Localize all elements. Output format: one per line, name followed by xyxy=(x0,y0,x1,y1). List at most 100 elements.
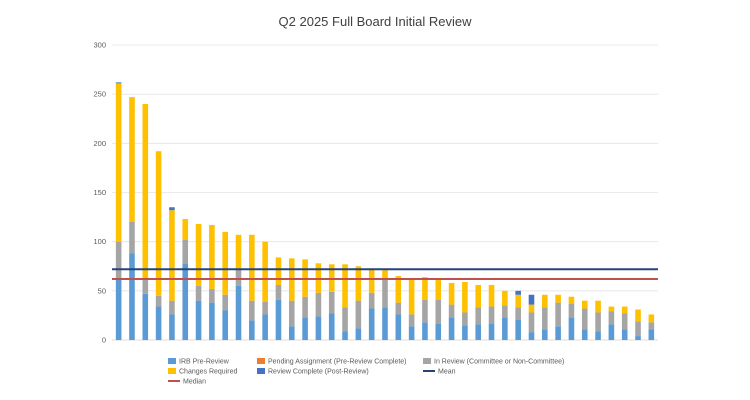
bar-segment-changes-required xyxy=(502,291,508,306)
y-axis: 0 50 100 150 200 250 300 xyxy=(93,41,106,345)
y-tick-label: 250 xyxy=(93,90,106,99)
bar-segment-irb-pre-review xyxy=(396,314,402,340)
bar-segment-in-review xyxy=(502,306,508,318)
bar-segment-irb-pre-review xyxy=(609,324,615,340)
bar-segment-irb-pre-review xyxy=(435,323,441,340)
bar-stack xyxy=(169,207,175,340)
bar-segment-changes-required xyxy=(649,314,655,322)
bar-segment-in-review xyxy=(209,289,215,303)
bar-segment-in-review xyxy=(316,293,322,317)
bar-segment-changes-required xyxy=(276,257,282,285)
bar-segment-irb-pre-review xyxy=(475,324,481,340)
bar-segment-changes-required xyxy=(262,242,268,302)
bar-segment-in-review xyxy=(462,312,468,325)
bar-segment-irb-pre-review xyxy=(116,279,122,340)
bar-segment-changes-required xyxy=(222,232,228,295)
bar-stack xyxy=(649,314,655,340)
legend-swatch xyxy=(257,368,265,374)
bar-stack xyxy=(409,280,415,340)
bar-stack xyxy=(529,295,535,340)
bar-segment-irb-pre-review xyxy=(502,317,508,340)
bar-stack xyxy=(289,258,295,340)
bar-segment-irb-pre-review xyxy=(449,317,455,340)
bar-segment-in-review xyxy=(196,286,202,301)
bar-segment-changes-required xyxy=(396,276,402,303)
bar-segment-changes-required xyxy=(555,295,561,303)
bar-stack xyxy=(622,307,628,340)
bar-segment-irb-pre-review xyxy=(142,294,148,340)
bar-stack xyxy=(316,263,322,340)
legend-label: Median xyxy=(183,379,206,386)
y-tick-label: 50 xyxy=(98,286,106,295)
y-tick-label: 300 xyxy=(93,41,106,50)
bar-segment-irb-pre-review xyxy=(276,300,282,340)
y-tick-label: 0 xyxy=(102,336,106,345)
bar-stack xyxy=(396,276,402,340)
legend-item: Changes Required xyxy=(168,368,237,376)
bar-stack xyxy=(249,235,255,340)
bar-segment-review-complete xyxy=(169,207,175,210)
bar-stack xyxy=(382,270,388,340)
bar-segment-irb-pre-review xyxy=(542,329,548,340)
bar-stack xyxy=(422,277,428,340)
bar-segment-changes-required xyxy=(196,224,202,286)
bar-stack xyxy=(116,82,122,340)
bar-segment-irb-pre-review xyxy=(635,336,641,340)
bar-segment-irb-pre-review xyxy=(569,317,575,340)
bar-segment-in-review xyxy=(142,279,148,294)
legend-swatch xyxy=(168,358,176,364)
bar-segment-irb-pre-review xyxy=(382,308,388,340)
bar-segment-changes-required xyxy=(542,295,548,308)
bar-segment-changes-required xyxy=(356,266,362,300)
bar-segment-irb-pre-review xyxy=(622,329,628,340)
bar-segment-in-review xyxy=(116,242,122,279)
bar-segment-irb-pre-review xyxy=(222,311,228,341)
legend-label: IRB Pre-Review xyxy=(179,359,230,366)
bar-segment-changes-required xyxy=(582,301,588,309)
bar-segment-in-review xyxy=(422,300,428,323)
bar-segment-changes-required xyxy=(635,310,641,322)
bar-segment-changes-required xyxy=(595,301,601,313)
bar-segment-changes-required xyxy=(249,235,255,301)
bar-segment-changes-required xyxy=(236,235,242,268)
bar-segment-irb-pre-review xyxy=(409,326,415,340)
bar-stack xyxy=(236,235,242,340)
bar-segment-changes-required xyxy=(156,151,162,296)
bar-segment-in-review xyxy=(289,301,295,327)
bar-segment-in-review xyxy=(409,314,415,326)
legend-item: IRB Pre-Review xyxy=(168,358,230,366)
legend-item: Mean xyxy=(423,369,456,376)
bar-stack xyxy=(196,224,202,340)
bar-segment-changes-required xyxy=(422,277,428,300)
legend-item: In Review (Committee or Non-Committee) xyxy=(423,358,564,366)
bar-stack xyxy=(129,97,135,340)
bar-stack xyxy=(449,283,455,340)
bar-segment-in-review xyxy=(449,305,455,318)
bar-segment-in-review xyxy=(622,313,628,329)
bar-segment-changes-required xyxy=(529,305,535,313)
legend-swatch xyxy=(168,368,176,374)
bar-segment-changes-required xyxy=(475,285,481,308)
bar-stack xyxy=(462,282,468,340)
bar-segment-changes-required xyxy=(116,83,122,241)
bar-stack xyxy=(222,232,228,340)
bar-segment-irb-pre-review xyxy=(356,328,362,340)
bar-segment-changes-required xyxy=(409,280,415,314)
legend-item: Review Complete (Post-Review) xyxy=(257,368,369,376)
bar-segment-irb-pre-review xyxy=(262,314,268,340)
bar-segment-in-review xyxy=(582,309,588,330)
bar-stack xyxy=(435,280,441,340)
bar-segment-in-review xyxy=(356,301,362,329)
bar-segment-review-complete xyxy=(529,295,535,305)
bar-segment-changes-required xyxy=(435,280,441,300)
bar-segment-in-review xyxy=(342,308,348,332)
bar-segment-irb-pre-review xyxy=(462,325,468,340)
chart-title: Q2 2025 Full Board Initial Review xyxy=(279,14,473,29)
bar-segment-in-review xyxy=(649,322,655,329)
bar-stack xyxy=(515,291,521,340)
bar-segment-in-review xyxy=(236,268,242,286)
bar-segment-irb-pre-review xyxy=(595,331,601,340)
bar-segment-irb-pre-review xyxy=(249,320,255,340)
bar-segment-irb-pre-review xyxy=(515,319,521,340)
bar-segment-in-review xyxy=(329,292,335,314)
